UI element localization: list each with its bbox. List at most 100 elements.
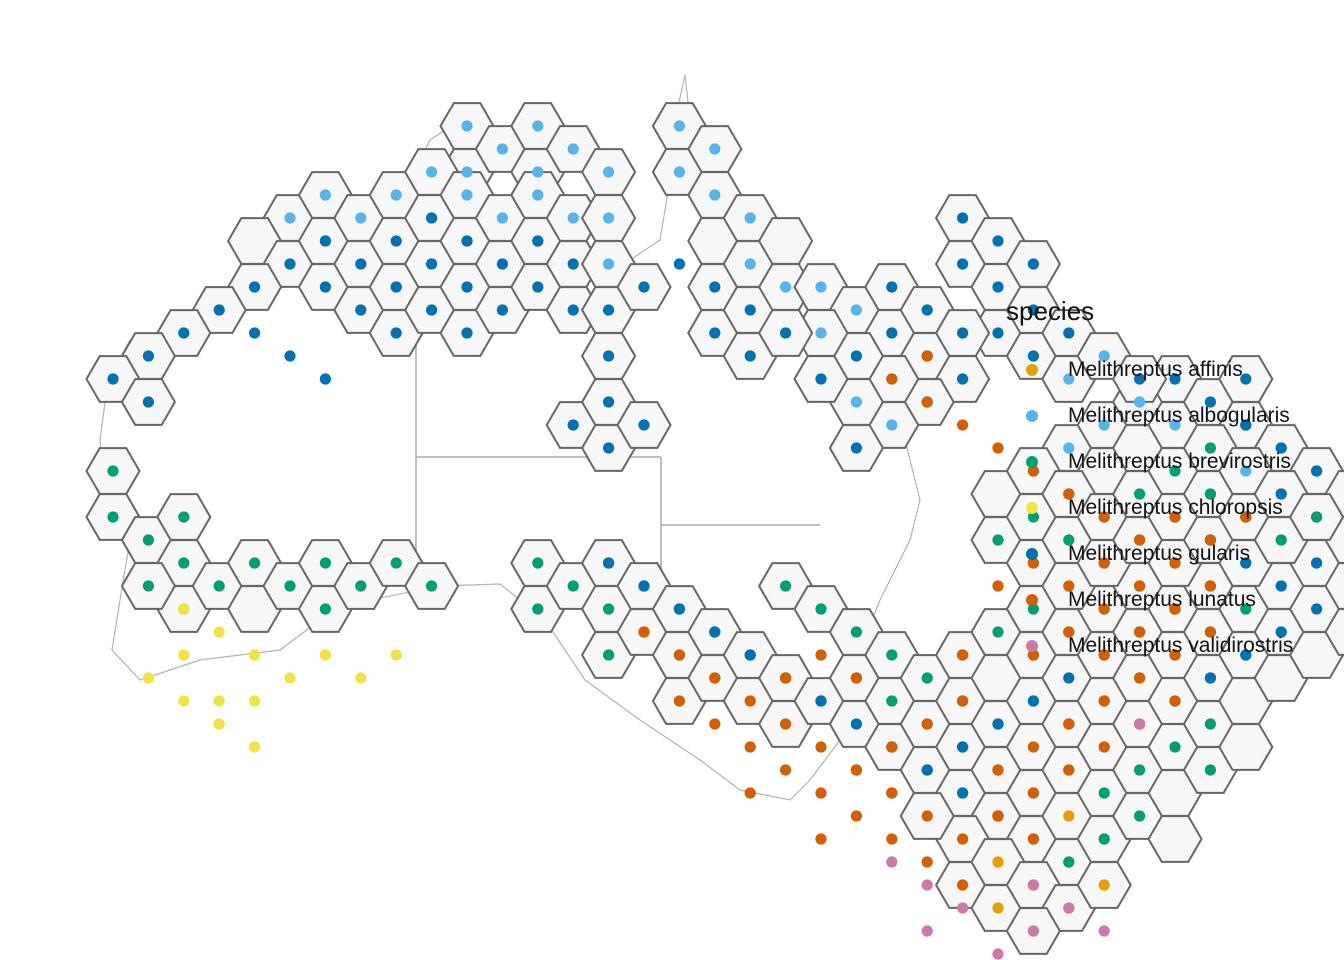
point-brevirostris bbox=[886, 695, 898, 707]
point-gularis bbox=[390, 281, 402, 293]
point-validirostris bbox=[921, 879, 933, 891]
point-gularis bbox=[744, 649, 756, 661]
point-gularis bbox=[319, 373, 331, 385]
point-brevirostris bbox=[355, 580, 367, 592]
point-lunatus bbox=[921, 350, 933, 362]
point-gularis bbox=[957, 373, 969, 385]
point-gularis bbox=[319, 235, 331, 247]
legend-label: Melithreptus affinis bbox=[1068, 358, 1243, 381]
point-gularis bbox=[355, 304, 367, 316]
point-lunatus bbox=[1063, 764, 1075, 776]
point-lunatus bbox=[1169, 649, 1181, 661]
point-chloropsis bbox=[249, 649, 261, 661]
point-lunatus bbox=[886, 833, 898, 845]
point-gularis bbox=[1275, 626, 1287, 638]
point-gularis bbox=[532, 235, 544, 247]
point-lunatus bbox=[1169, 695, 1181, 707]
point-brevirostris bbox=[1311, 511, 1323, 523]
point-affinis bbox=[992, 902, 1004, 914]
point-gularis bbox=[426, 258, 438, 270]
point-albogularis bbox=[815, 327, 827, 339]
point-albogularis bbox=[1063, 373, 1075, 385]
point-gularis bbox=[567, 258, 579, 270]
point-albogularis bbox=[1169, 419, 1181, 431]
point-gularis bbox=[496, 304, 508, 316]
point-lunatus bbox=[1169, 557, 1181, 569]
point-lunatus bbox=[957, 419, 969, 431]
point-gularis bbox=[1204, 396, 1216, 408]
point-brevirostris bbox=[1204, 764, 1216, 776]
hex-cell bbox=[1147, 815, 1203, 863]
point-chloropsis bbox=[355, 672, 367, 684]
point-lunatus bbox=[992, 580, 1004, 592]
point-gularis bbox=[1204, 672, 1216, 684]
point-lunatus bbox=[1169, 511, 1181, 523]
point-gularis bbox=[390, 327, 402, 339]
point-affinis bbox=[1098, 879, 1110, 891]
point-lunatus bbox=[1063, 626, 1075, 638]
point-brevirostris bbox=[178, 557, 190, 569]
point-brevirostris bbox=[532, 557, 544, 569]
point-lunatus bbox=[1063, 718, 1075, 730]
point-chloropsis bbox=[390, 649, 402, 661]
point-albogularis bbox=[461, 166, 473, 178]
point-gularis bbox=[992, 235, 1004, 247]
point-lunatus bbox=[1098, 557, 1110, 569]
point-brevirostris bbox=[1204, 488, 1216, 500]
legend-item: Melithreptus affinis bbox=[1006, 347, 1293, 393]
point-gularis bbox=[1240, 649, 1252, 661]
point-albogularis bbox=[461, 189, 473, 201]
point-gularis bbox=[638, 580, 650, 592]
point-validirostris bbox=[1134, 718, 1146, 730]
legend-label: Melithreptus albogularis bbox=[1068, 404, 1290, 427]
occurrence-points bbox=[107, 120, 1323, 960]
point-albogularis bbox=[532, 120, 544, 132]
point-gularis bbox=[1275, 488, 1287, 500]
point-gularis bbox=[1063, 672, 1075, 684]
point-brevirostris bbox=[886, 649, 898, 661]
point-gularis bbox=[213, 304, 225, 316]
point-chloropsis bbox=[213, 695, 225, 707]
point-gularis bbox=[603, 442, 615, 454]
point-brevirostris bbox=[921, 672, 933, 684]
point-brevirostris bbox=[178, 511, 190, 523]
point-brevirostris bbox=[603, 603, 615, 615]
point-lunatus bbox=[1098, 511, 1110, 523]
point-albogularis bbox=[496, 143, 508, 155]
point-validirostris bbox=[1098, 925, 1110, 937]
point-chloropsis bbox=[142, 672, 154, 684]
point-gularis bbox=[709, 281, 721, 293]
point-albogularis bbox=[567, 212, 579, 224]
point-lunatus bbox=[957, 833, 969, 845]
point-albogularis bbox=[603, 212, 615, 224]
point-lunatus bbox=[1098, 695, 1110, 707]
point-brevirostris bbox=[1169, 465, 1181, 477]
point-lunatus bbox=[921, 856, 933, 868]
point-gularis bbox=[815, 373, 827, 385]
point-lunatus bbox=[1134, 672, 1146, 684]
point-gularis bbox=[850, 350, 863, 362]
legend-item: Melithreptus chloropsis bbox=[1006, 485, 1293, 531]
point-lunatus bbox=[1134, 534, 1146, 546]
point-lunatus bbox=[1027, 649, 1039, 661]
point-lunatus bbox=[992, 764, 1004, 776]
hex-cell bbox=[1324, 562, 1344, 610]
point-gularis bbox=[1027, 350, 1039, 362]
point-brevirostris bbox=[532, 603, 544, 615]
point-lunatus bbox=[1063, 580, 1075, 592]
point-lunatus bbox=[1098, 649, 1110, 661]
point-brevirostris bbox=[284, 580, 296, 592]
legend-item: Melithreptus gularis bbox=[1006, 531, 1293, 577]
legend: species Melithreptus affinis Melithreptu… bbox=[1006, 296, 1293, 669]
point-brevirostris bbox=[1134, 488, 1146, 500]
point-brevirostris bbox=[992, 626, 1004, 638]
legend-label: Melithreptus brevirostris bbox=[1068, 450, 1291, 473]
point-affinis bbox=[992, 856, 1004, 868]
point-gularis bbox=[1240, 419, 1252, 431]
point-validirostris bbox=[1027, 879, 1039, 891]
point-brevirostris bbox=[1204, 718, 1216, 730]
point-albogularis bbox=[1098, 350, 1110, 362]
point-brevirostris bbox=[1063, 856, 1075, 868]
point-lunatus bbox=[921, 718, 933, 730]
